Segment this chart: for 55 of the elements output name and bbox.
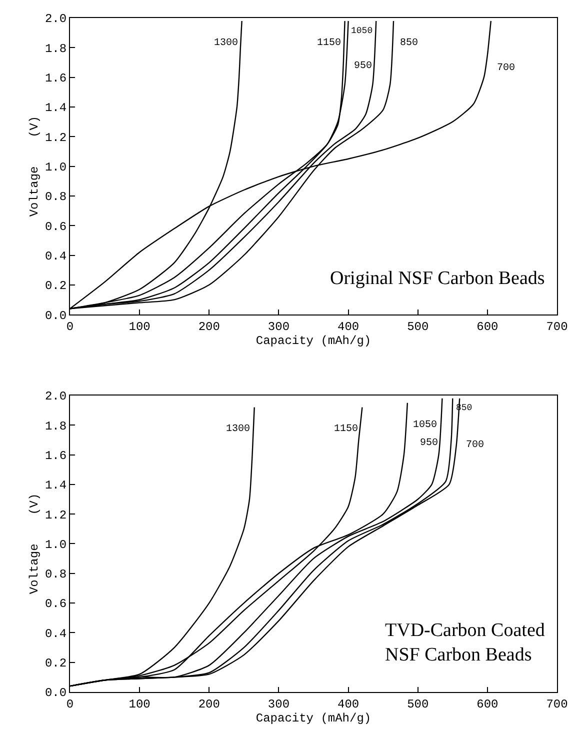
- annotation: TVD-Carbon Coated NSF Carbon Beads: [385, 620, 546, 666]
- y-tick-label: 0.6: [44, 220, 67, 234]
- x-tick-label: 700: [546, 697, 568, 712]
- series-label: 950: [420, 438, 438, 449]
- x-tick-label: 700: [546, 320, 568, 334]
- y-tick-label: 0.0: [44, 308, 67, 323]
- y-tick-label: 1.8: [44, 419, 67, 434]
- x-tick-label: 500: [407, 697, 429, 712]
- x-tick-label: 600: [476, 320, 498, 334]
- y-tick-label: 1.6: [44, 72, 67, 86]
- series-label: 1150: [317, 38, 342, 49]
- y-tick-label: 1.4: [44, 101, 67, 116]
- series-label: 850: [400, 38, 418, 49]
- y-tick-label: 0.8: [44, 190, 67, 204]
- y-tick-label: 0.2: [44, 656, 67, 671]
- y-tick-label: 1.8: [44, 42, 67, 56]
- y-tick-label: 2.0: [44, 390, 67, 404]
- y-tick-label: 1.0: [44, 160, 67, 174]
- x-tick-label: 400: [337, 697, 360, 712]
- x-tick-label: 0: [66, 320, 74, 334]
- x-tick-label: 100: [128, 697, 150, 712]
- y-tick-label: 0.8: [44, 568, 67, 582]
- x-tick-label: 600: [476, 697, 498, 712]
- y-axis-title: Voltage (V): [27, 493, 42, 594]
- y-tick-label: 0.4: [44, 626, 67, 641]
- y-tick-label: 0.0: [44, 686, 67, 700]
- y-tick-label: 0.2: [44, 279, 67, 294]
- y-tick-label: 1.4: [44, 478, 67, 493]
- x-tick-label: 100: [128, 320, 150, 334]
- series-label: 1150: [334, 424, 358, 435]
- annotation: Original NSF Carbon Beads: [330, 268, 545, 289]
- y-tick-label: 0.4: [44, 249, 67, 264]
- y-tick-label: 1.0: [44, 538, 67, 552]
- y-tick-label: 1.2: [44, 130, 67, 145]
- series-label: 1050: [351, 26, 373, 36]
- x-tick-label: 0: [66, 697, 74, 712]
- x-tick-label: 200: [198, 697, 220, 712]
- series-label: 700: [466, 440, 484, 451]
- series-label: 1050: [413, 420, 438, 431]
- y-axis-title: Voltage (V): [27, 116, 42, 217]
- series-label: 1300: [226, 424, 250, 435]
- x-tick-label: 400: [337, 320, 360, 334]
- x-tick-label: 300: [268, 697, 290, 712]
- y-tick-label: 2.0: [44, 12, 67, 26]
- y-tick-label: 1.2: [44, 508, 67, 522]
- series-label: 950: [354, 61, 372, 72]
- series-label: 700: [497, 63, 516, 74]
- series-label: 1300: [214, 38, 238, 49]
- x-tick-label: 300: [268, 320, 290, 334]
- y-tick-label: 1.6: [44, 448, 67, 463]
- x-axis-title: Capacity (mAh/g): [256, 711, 372, 726]
- x-tick-label: 200: [198, 320, 220, 334]
- y-tick-label: 0.6: [44, 597, 67, 612]
- x-axis-title: Capacity (mAh/g): [256, 334, 372, 348]
- x-tick-label: 500: [407, 320, 429, 334]
